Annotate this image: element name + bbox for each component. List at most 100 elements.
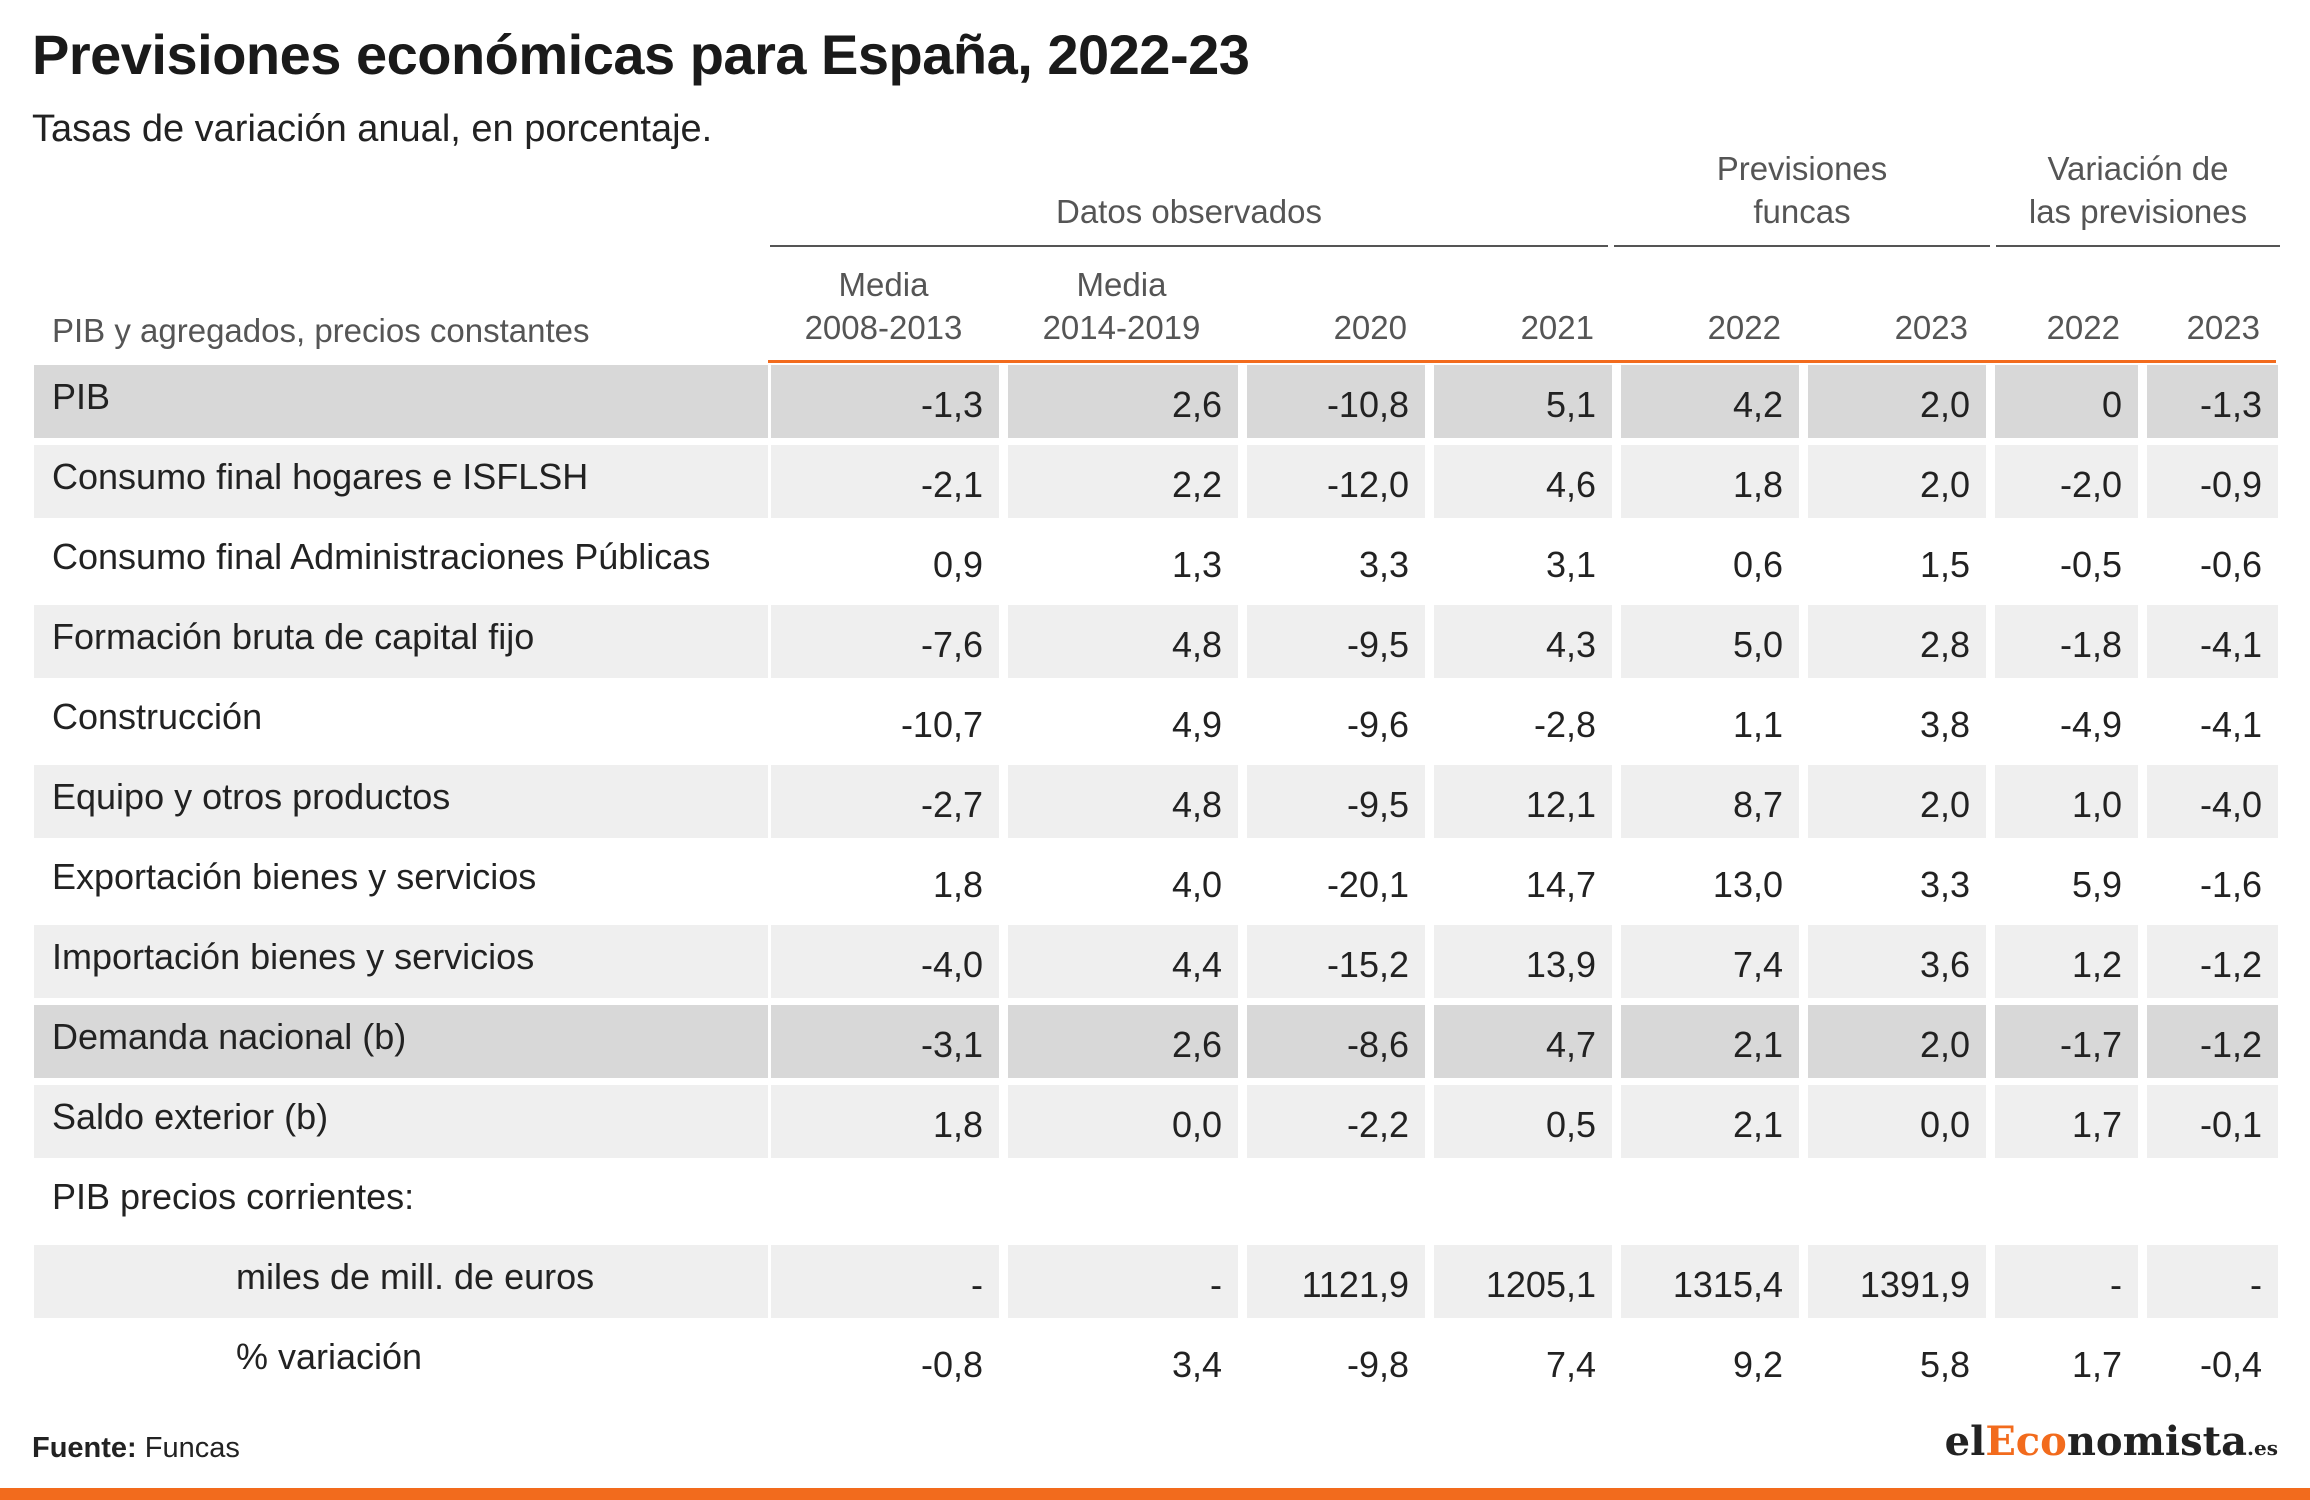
table-cell: 2,0 [1808, 445, 1986, 518]
table-cell: 4,2 [1621, 365, 1799, 438]
table-cell: 3,8 [1808, 685, 1986, 758]
table-cell: 3,6 [1808, 925, 1986, 998]
column-group-label-line: Variación de [2047, 150, 2229, 187]
row-label: Saldo exterior (b) [34, 1085, 768, 1158]
table-cell: 5,8 [1808, 1325, 1986, 1398]
table-cell: 7,4 [1621, 925, 1799, 998]
column-header-line: 2023 [2186, 309, 2260, 346]
row-label: Importación bienes y servicios [34, 925, 768, 998]
column-group-label-line: Previsiones [1716, 150, 1888, 187]
column-group-label-0: Datos observados [1056, 193, 1322, 230]
table-cell: -2,1 [771, 445, 999, 518]
table-row: Construcción -10,7 4,9 -9,6 -2,8 1,1 3,8 -4,9 -4… [34, 685, 2278, 758]
column-header-4: 2022 [1618, 306, 1781, 349]
table-cell: -9,6 [1247, 685, 1425, 758]
table-cell: -1,3 [2147, 365, 2278, 438]
row-label: Exportación bienes y servicios [34, 845, 768, 918]
table-cell: 5,9 [1995, 845, 2138, 918]
table-cell: - [771, 1245, 999, 1318]
column-header-line: 2021 [1520, 309, 1594, 346]
table-row: Equipo y otros productos -2,7 4,8 -9,5 12,1 8… [34, 765, 2278, 838]
table-cell: 3,1 [1434, 525, 1612, 598]
row-label: % variación [34, 1325, 768, 1398]
table-cell: -4,0 [771, 925, 999, 998]
table-cell: -1,6 [2147, 845, 2278, 918]
brand-logo: elEconomista.es [1945, 1418, 2278, 1465]
table-row: PIB precios corrientes: [34, 1165, 2278, 1238]
table-cell: -0,8 [771, 1325, 999, 1398]
table-cell: 2,1 [1621, 1085, 1799, 1158]
table-cell: 0,6 [1621, 525, 1799, 598]
table-cell: -0,6 [2147, 525, 2278, 598]
row-label: Consumo final hogares e ISFLSH [34, 445, 768, 518]
table-cell: 4,7 [1434, 1005, 1612, 1078]
row-label: Demanda nacional (b) [34, 1005, 768, 1078]
column-group-rule-1 [1614, 245, 1990, 247]
table-cell: -20,1 [1247, 845, 1425, 918]
table-cell: -15,2 [1247, 925, 1425, 998]
table-cell: 4,9 [1008, 685, 1238, 758]
column-header-line: 2020 [1333, 309, 1407, 346]
table-cell: 2,1 [1621, 1005, 1799, 1078]
table-row: % variación -0,8 3,4 -9,8 7,4 9,2 5,8 1,7 -0,4 [34, 1325, 2278, 1398]
column-group-label-line: las previsiones [2028, 193, 2248, 230]
table-cell: 2,0 [1808, 765, 1986, 838]
table-cell: 3,3 [1247, 525, 1425, 598]
table-cell: 1,5 [1808, 525, 1986, 598]
table-cell: 1,8 [771, 845, 999, 918]
table-cell [1621, 1165, 1799, 1238]
table-cell: 1,7 [1995, 1085, 2138, 1158]
column-group-rule-0 [770, 245, 1608, 247]
table-cell: - [1008, 1245, 1238, 1318]
table-cell: -0,4 [2147, 1325, 2278, 1398]
table-cell [771, 1165, 999, 1238]
table-cell: -1,8 [1995, 605, 2138, 678]
table-cell: -1,2 [2147, 1005, 2278, 1078]
table-row: Saldo exterior (b) 1,8 0,0 -2,2 0,5 2,1 0,0 1,7… [34, 1085, 2278, 1158]
table-cell: 3,4 [1008, 1325, 1238, 1398]
table-cell: - [2147, 1245, 2278, 1318]
header-rule [768, 360, 2276, 363]
table-cell: 5,0 [1621, 605, 1799, 678]
brand-suffix: .es [2247, 1436, 2278, 1460]
column-header-line: 2008-2013 [804, 309, 963, 346]
table-cell: 9,2 [1621, 1325, 1799, 1398]
table-cell: 1,8 [1621, 445, 1799, 518]
table-cell: -4,0 [2147, 765, 2278, 838]
column-header-line: 2022 [2046, 309, 2120, 346]
row-label: PIB [34, 365, 768, 438]
table-cell: -10,8 [1247, 365, 1425, 438]
row-label: Equipo y otros productos [34, 765, 768, 838]
table-cell: 2,0 [1808, 1005, 1986, 1078]
column-header-2: 2020 [1244, 306, 1407, 349]
table-cell: -10,7 [771, 685, 999, 758]
table-cell: 4,3 [1434, 605, 1612, 678]
table-cell: 14,7 [1434, 845, 1612, 918]
table-cell: 1,1 [1621, 685, 1799, 758]
table-row: miles de mill. de euros - -1121,9 1205,1 131… [34, 1245, 2278, 1318]
row-label: Consumo final Administraciones Públicas [34, 525, 768, 598]
table-cell: -2,0 [1995, 445, 2138, 518]
table-cell [1995, 1165, 2138, 1238]
table-cell [2147, 1165, 2278, 1238]
row-label: PIB precios corrientes: [34, 1165, 768, 1238]
table-cell: 4,4 [1008, 925, 1238, 998]
column-header-line: 2023 [1894, 309, 1968, 346]
column-header-3: 2021 [1431, 306, 1594, 349]
table-cell: -9,5 [1247, 765, 1425, 838]
table-cell: 0,5 [1434, 1085, 1612, 1158]
table-cell: 0,0 [1808, 1085, 1986, 1158]
brand-prefix: el [1944, 1418, 1986, 1465]
table-cell: 13,9 [1434, 925, 1612, 998]
table-cell: -9,5 [1247, 605, 1425, 678]
table-cell: -0,5 [1995, 525, 2138, 598]
table-row: Consumo final Administraciones Públicas 0… [34, 525, 2278, 598]
table-cell: -1,3 [771, 365, 999, 438]
table-cell: 4,8 [1008, 605, 1238, 678]
table-row: Exportación bienes y servicios 1,8 4,0 -20,… [34, 845, 2278, 918]
table-cell [1008, 1165, 1238, 1238]
table-cell [1247, 1165, 1425, 1238]
bottom-accent-bar [0, 1488, 2310, 1500]
table-cell: -7,6 [771, 605, 999, 678]
column-header-1: Media 2014-2019 [1005, 263, 1238, 349]
